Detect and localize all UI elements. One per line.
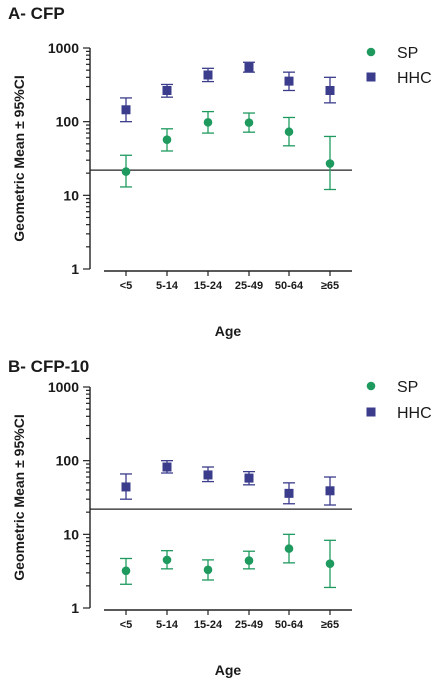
y-tick-label: 10 bbox=[63, 187, 79, 203]
legend-label-sp: SP bbox=[397, 379, 418, 396]
x-tick-label: 50-64 bbox=[275, 280, 304, 292]
data-point bbox=[121, 167, 131, 176]
series-hhc bbox=[120, 61, 336, 123]
y-tick-label: 100 bbox=[56, 114, 80, 130]
x-tick-label: <5 bbox=[120, 280, 133, 292]
legend: SP HHC bbox=[366, 45, 432, 87]
data-point bbox=[162, 135, 172, 144]
data-point bbox=[121, 105, 131, 115]
data-point bbox=[244, 62, 254, 72]
data-point bbox=[325, 159, 335, 168]
data-point bbox=[244, 118, 254, 127]
y-axis-label: Geometric Mean ± 95%CI bbox=[11, 414, 27, 580]
legend-marker-sp bbox=[366, 47, 376, 57]
y-tick-label: 1000 bbox=[48, 40, 79, 56]
data-point bbox=[325, 486, 335, 496]
y-axis-label: Geometric Mean ± 95%CI bbox=[11, 75, 27, 241]
series-sp bbox=[120, 533, 336, 589]
y-tick-label: 1000 bbox=[48, 379, 79, 395]
x-tick-label: 5-14 bbox=[156, 619, 179, 631]
x-tick-label: ≥65 bbox=[321, 280, 339, 292]
legend: SP HHC bbox=[366, 379, 432, 422]
data-point bbox=[284, 544, 294, 553]
legend-label-sp: SP bbox=[397, 45, 418, 62]
legend-marker-hhc bbox=[366, 72, 376, 82]
legend-marker-hhc bbox=[366, 407, 376, 417]
chart-panel-2: B- CFP-10 Geometric Mean ± 95%CI 1 10 100 100… bbox=[8, 357, 432, 678]
data-point bbox=[284, 76, 294, 86]
data-point bbox=[121, 482, 131, 492]
data-point bbox=[325, 85, 335, 95]
y-tick-label: 1 bbox=[71, 261, 79, 277]
x-tick-label: 15-24 bbox=[194, 619, 223, 631]
data-point bbox=[325, 559, 335, 568]
x-axis-label: Age bbox=[215, 662, 242, 678]
data-point bbox=[121, 566, 131, 576]
x-tick-label: <5 bbox=[120, 619, 133, 631]
data-point bbox=[162, 85, 172, 95]
y-tick-label: 10 bbox=[63, 526, 79, 542]
y-tick-label: 1 bbox=[71, 600, 79, 616]
x-tick-label: 25-49 bbox=[235, 619, 263, 631]
x-axis-label: Age bbox=[215, 323, 242, 339]
data-point bbox=[203, 470, 213, 480]
x-tick-label: ≥65 bbox=[321, 619, 339, 631]
legend-marker-sp bbox=[366, 381, 376, 391]
data-point bbox=[284, 488, 294, 498]
series-sp bbox=[120, 110, 336, 191]
x-tick-label: 25-49 bbox=[235, 280, 263, 292]
chart-title: A- CFP bbox=[8, 4, 65, 23]
data-point bbox=[244, 556, 254, 565]
data-point bbox=[203, 70, 213, 80]
x-tick-label: 50-64 bbox=[275, 619, 304, 631]
y-tick-label: 100 bbox=[56, 453, 80, 469]
data-point bbox=[244, 473, 254, 483]
data-point bbox=[162, 555, 172, 565]
data-point bbox=[284, 127, 294, 137]
data-point bbox=[203, 118, 213, 127]
chart-panel-1: A- CFP Geometric Mean ± 95%CI 1 10 100 1000 <5… bbox=[8, 4, 432, 339]
x-tick-label: 15-24 bbox=[194, 280, 223, 292]
data-point bbox=[162, 462, 172, 472]
x-tick-label: 5-14 bbox=[156, 280, 179, 292]
series-hhc bbox=[120, 460, 336, 506]
legend-label-hhc: HHC bbox=[397, 70, 432, 87]
chart-title: B- CFP-10 bbox=[8, 357, 89, 376]
legend-label-hhc: HHC bbox=[397, 405, 432, 422]
data-point bbox=[203, 565, 213, 575]
